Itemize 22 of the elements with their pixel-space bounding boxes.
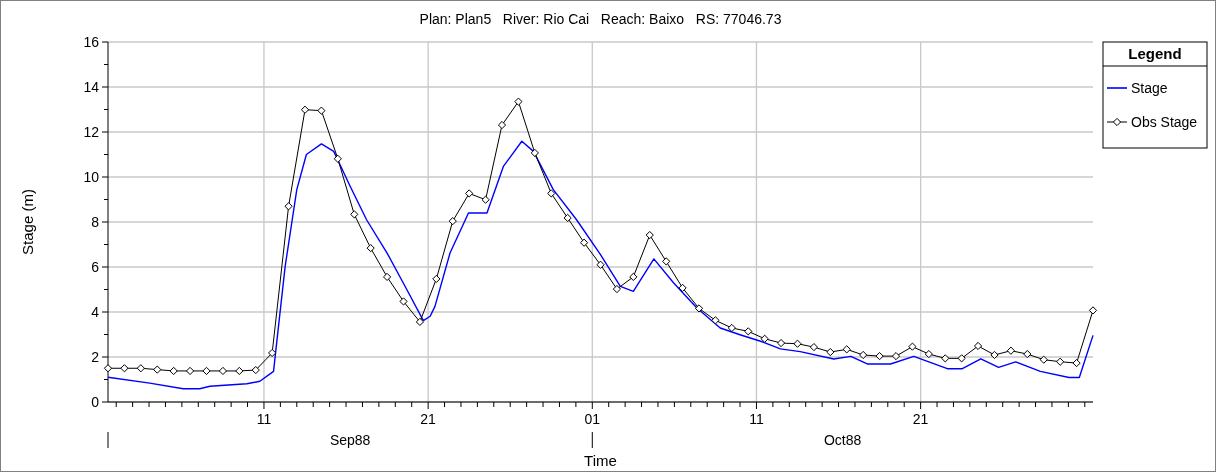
y-tick-label: 4 (91, 303, 100, 320)
x-tick-label: 11 (256, 411, 272, 427)
x-tick-label: 01 (584, 411, 601, 427)
x-tick-label: 21 (912, 411, 929, 427)
legend-label: Stage (1131, 79, 1168, 96)
y-tick-label: 0 (91, 393, 100, 410)
y-tick-label: 14 (83, 78, 100, 95)
y-tick-label: 16 (83, 33, 100, 50)
y-tick-label: 8 (91, 213, 100, 230)
legend-label: Obs Stage (1131, 113, 1198, 130)
text: Oct88 (823, 432, 862, 448)
y-tick-label: 10 (83, 168, 100, 185)
text: Sep88 (329, 432, 371, 448)
x-tick-label: 11 (749, 411, 764, 427)
chart-title: Plan: Plan5 River: Rio Cai Reach: Baixo RS: 77046.73 (419, 11, 782, 27)
y-tick-label: 6 (91, 258, 100, 275)
legend-title: Legend (1128, 45, 1182, 62)
y-axis-title: Stage (m) (19, 189, 36, 255)
y-tick-label: 2 (91, 348, 100, 365)
y-tick-label: 12 (83, 123, 100, 140)
x-tick-label: 21 (420, 411, 437, 427)
x-axis-title: Time (584, 452, 617, 469)
